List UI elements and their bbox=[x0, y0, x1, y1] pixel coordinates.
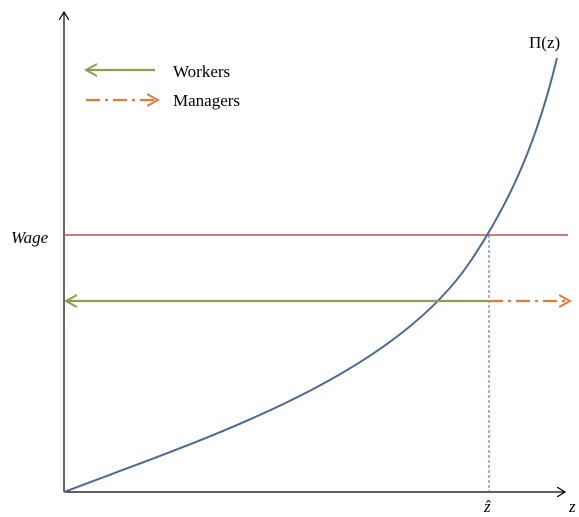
legend: Workers Managers bbox=[86, 62, 240, 110]
z-hat-label: ẑ bbox=[483, 497, 491, 516]
x-axis-label: z bbox=[568, 497, 576, 516]
wage-label: Wage bbox=[11, 228, 49, 247]
legend-workers-label: Workers bbox=[173, 62, 230, 81]
curve-label: Π(z) bbox=[529, 33, 560, 52]
legend-managers-label: Managers bbox=[173, 91, 240, 110]
profit-curve bbox=[63, 57, 558, 493]
